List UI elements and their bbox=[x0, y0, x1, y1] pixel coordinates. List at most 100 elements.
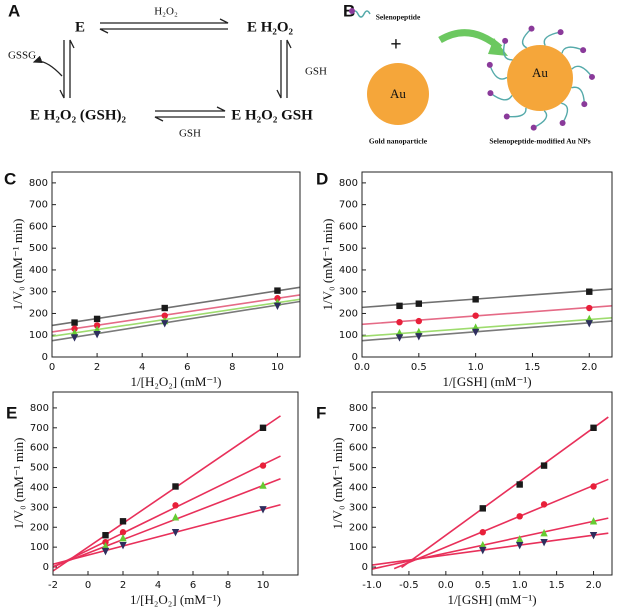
plot-area bbox=[52, 286, 300, 342]
y-tick-label: 700 bbox=[339, 200, 358, 211]
frame bbox=[52, 391, 299, 576]
y-tick-label: 200 bbox=[29, 308, 48, 319]
core-label: Au bbox=[390, 86, 406, 101]
x-tick-label: -1.0 bbox=[362, 580, 382, 591]
x-axis-label: 1/[H₂O₂] (mM⁻¹) bbox=[131, 374, 222, 389]
caption: Gold nanoparticle bbox=[369, 137, 428, 146]
arrow-label: GSH bbox=[179, 128, 201, 140]
x-tick-label: 1.0 bbox=[468, 362, 484, 373]
point bbox=[259, 424, 267, 432]
selenium-dot bbox=[487, 90, 494, 97]
fit-line bbox=[53, 477, 281, 568]
y-tick-label: 700 bbox=[349, 423, 368, 434]
modified-nanoparticle bbox=[507, 45, 573, 111]
arrow bbox=[69, 39, 75, 98]
point bbox=[171, 529, 180, 537]
arrow bbox=[32, 55, 63, 77]
x-tick-label: -0.5 bbox=[399, 580, 419, 591]
arrow bbox=[100, 18, 229, 24]
y-tick-label: 100 bbox=[339, 330, 358, 341]
point bbox=[101, 547, 110, 556]
panel-label: A bbox=[8, 1, 20, 20]
point bbox=[540, 501, 548, 508]
y-tick-label: 500 bbox=[29, 243, 48, 254]
point bbox=[119, 529, 127, 536]
fit-line bbox=[362, 317, 612, 338]
x-tick-label: 2 bbox=[120, 580, 126, 591]
x-tick-label: 2 bbox=[94, 362, 100, 373]
fit-line bbox=[52, 298, 300, 338]
x-tick-label: 0.0 bbox=[354, 362, 370, 373]
y-tick-label: 0 bbox=[352, 352, 358, 363]
plot-area bbox=[53, 415, 281, 572]
x-tick-label: 1.5 bbox=[549, 580, 565, 591]
point bbox=[516, 513, 523, 520]
x-tick-label: 10 bbox=[271, 362, 284, 373]
y-tick-label: 400 bbox=[30, 482, 49, 493]
point bbox=[259, 462, 267, 469]
peptide bbox=[506, 107, 527, 118]
point bbox=[415, 300, 423, 307]
fit-line bbox=[401, 416, 609, 569]
y-tick-label: 100 bbox=[349, 542, 368, 553]
frame bbox=[51, 171, 301, 358]
x-tick-label: 0 bbox=[49, 362, 55, 373]
x-tick-label: 6 bbox=[190, 580, 196, 591]
x-tick-label: 1.5 bbox=[525, 362, 541, 373]
point bbox=[274, 287, 281, 294]
y-tick-label: 300 bbox=[349, 502, 368, 513]
point bbox=[472, 312, 479, 319]
peptide-label: Selenopeptide bbox=[376, 13, 421, 22]
core-label: Au bbox=[532, 65, 548, 80]
arrow-head bbox=[488, 38, 508, 56]
plot-area bbox=[372, 416, 609, 570]
arrow bbox=[59, 40, 65, 99]
y-tick-label: 600 bbox=[339, 221, 358, 232]
y-tick-label: 600 bbox=[349, 443, 368, 454]
selenium-dot bbox=[349, 8, 355, 14]
point bbox=[585, 320, 593, 328]
x-axis-label: 1/[GSH] (mM⁻¹) bbox=[442, 374, 531, 389]
selenium-dot bbox=[503, 113, 510, 120]
panel-label: D bbox=[316, 169, 328, 188]
arrow-label: H₂O₂ bbox=[154, 6, 178, 18]
point bbox=[586, 304, 593, 312]
species: E bbox=[75, 19, 85, 35]
point bbox=[259, 506, 267, 514]
y-tick-label: 700 bbox=[29, 200, 48, 211]
point bbox=[101, 541, 110, 550]
peptide bbox=[561, 102, 569, 124]
fit-line bbox=[53, 504, 281, 566]
fit-line bbox=[52, 286, 300, 327]
scheme-b: Selenopeptide + Au Gold nanoparticle Au … bbox=[349, 8, 595, 146]
x-tick-label: 4 bbox=[139, 362, 145, 373]
y-tick-label: 0 bbox=[43, 562, 49, 573]
point bbox=[589, 517, 598, 525]
point bbox=[395, 334, 404, 342]
point bbox=[161, 312, 168, 319]
fit-line bbox=[362, 305, 612, 326]
peptide bbox=[571, 65, 593, 78]
point bbox=[274, 295, 281, 302]
arrow bbox=[286, 39, 292, 98]
point bbox=[479, 529, 486, 536]
y-tick-label: 200 bbox=[349, 522, 368, 533]
selenium-dot bbox=[502, 37, 509, 44]
chart: -2 0 2 4 6 8 1001002003004005006007008001/[H₂O… bbox=[11, 391, 299, 607]
y-tick-label: 100 bbox=[30, 542, 49, 553]
chart: 0.0 0.5 1.0 1.5 2.0 0 100 200 300 400 500 600 700 800… bbox=[320, 171, 613, 389]
point bbox=[70, 334, 79, 342]
x-tick-label: -2 bbox=[48, 580, 58, 591]
point bbox=[161, 320, 169, 328]
y-tick-label: 800 bbox=[29, 178, 48, 189]
frame bbox=[361, 171, 613, 358]
chart: 0 2 4 6 8 1001002003004005006007008001/[H₂O₂]… bbox=[10, 171, 301, 389]
y-axis-label: 1/V₀ (mM⁻¹ min) bbox=[10, 219, 25, 311]
y-tick-label: 200 bbox=[30, 522, 49, 533]
point bbox=[273, 302, 282, 311]
fit-line bbox=[393, 478, 609, 570]
species: E H₂O₂ (GSH)₂ bbox=[30, 107, 127, 123]
fit-line bbox=[53, 455, 281, 568]
panel-label: E bbox=[6, 403, 17, 422]
